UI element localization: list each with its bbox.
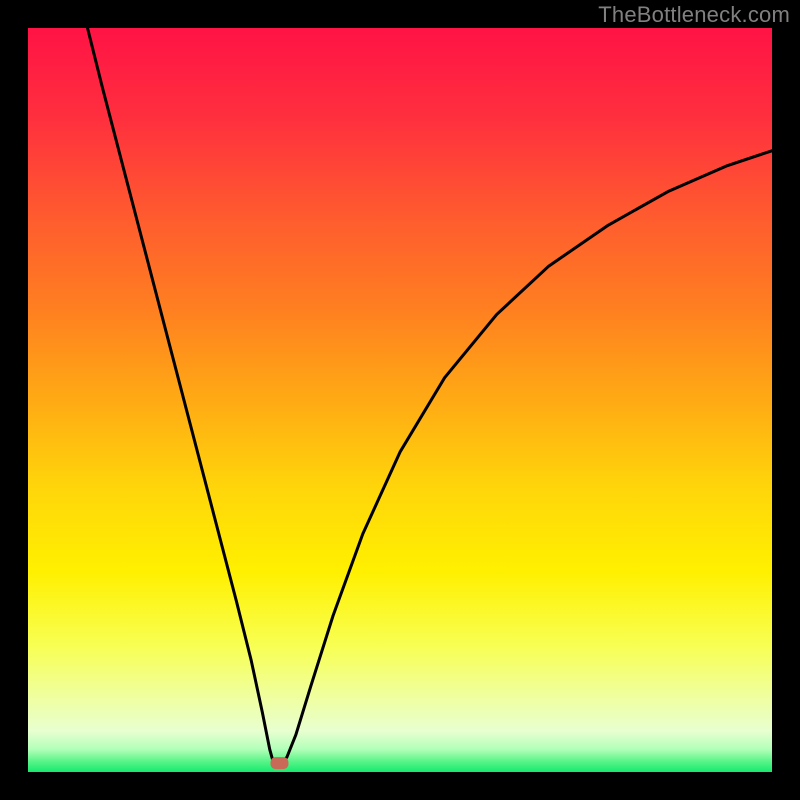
bottleneck-chart	[0, 0, 800, 800]
minimum-marker	[270, 757, 288, 769]
gradient-background	[28, 28, 772, 772]
chart-container: { "watermark": { "text": "TheBottleneck.…	[0, 0, 800, 800]
watermark-text: TheBottleneck.com	[598, 2, 790, 28]
